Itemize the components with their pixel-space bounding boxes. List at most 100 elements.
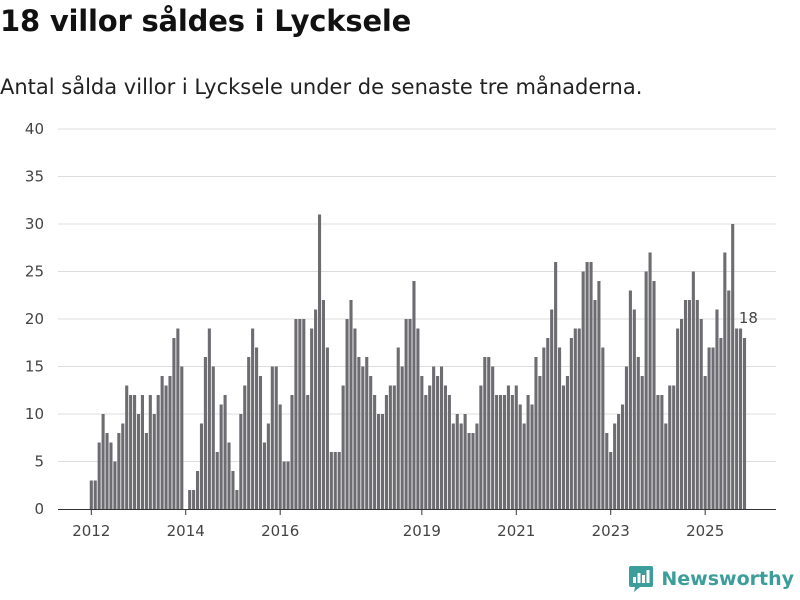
bar: [739, 328, 743, 509]
brand-name: Newsworthy: [661, 568, 794, 590]
bar: [680, 319, 684, 509]
bar: [136, 414, 141, 509]
bar: [467, 433, 471, 509]
bar: [620, 404, 625, 509]
bar: [152, 414, 156, 509]
bar: [510, 395, 514, 509]
bar: [723, 252, 727, 509]
bar: [652, 281, 656, 509]
bar: [329, 452, 333, 509]
bar: [278, 404, 282, 509]
bar: [207, 328, 211, 509]
bar: [270, 366, 274, 509]
bar: [148, 395, 152, 509]
bar: [573, 328, 577, 509]
bar: [475, 423, 479, 509]
bar: [593, 300, 597, 509]
bar: [644, 271, 648, 509]
bar: [286, 461, 290, 509]
bar: [585, 262, 589, 509]
bar: [609, 452, 613, 509]
bar: [558, 347, 562, 509]
bar: [565, 376, 569, 509]
chart-title: 18 villor såldes i Lycksele: [0, 4, 412, 38]
bar: [125, 385, 129, 509]
bar: [589, 262, 593, 509]
bar: [483, 357, 487, 509]
bar: [223, 395, 227, 509]
bar: [377, 414, 381, 509]
bar: [569, 338, 573, 509]
highlight-value-label: 18: [739, 309, 758, 327]
bar: [129, 395, 133, 509]
bar: [203, 357, 207, 509]
bar: [196, 471, 200, 509]
bar: [715, 309, 719, 509]
bar: [400, 366, 404, 509]
bar: [160, 376, 164, 509]
bar: [439, 366, 444, 509]
y-tick-label-35: 35: [25, 168, 44, 186]
bar: [664, 423, 668, 509]
bar: [144, 433, 148, 509]
bar: [498, 395, 503, 509]
bar: [628, 290, 632, 509]
bar: [180, 366, 184, 509]
bar: [239, 414, 243, 509]
bar: [117, 433, 121, 509]
bar: [176, 328, 180, 509]
bar: [93, 480, 97, 509]
bar: [357, 357, 361, 509]
bar: [105, 433, 109, 509]
bar: [243, 385, 247, 509]
bar: [298, 319, 302, 509]
bar: [109, 442, 113, 509]
bar: [369, 376, 373, 509]
bar: [101, 414, 105, 509]
bar: [168, 376, 172, 509]
bar: [526, 395, 530, 509]
bar: [290, 395, 294, 509]
bar: [561, 385, 566, 509]
bar: [294, 319, 298, 509]
x-tick-label-2019: 2019: [403, 522, 441, 540]
bar: [97, 442, 101, 509]
bar: [266, 423, 270, 509]
bar: [325, 347, 329, 509]
bar: [711, 347, 715, 509]
y-tick-label-40: 40: [25, 120, 44, 138]
bar: [699, 319, 703, 509]
bar: [384, 395, 388, 509]
bar: [420, 376, 424, 509]
y-tick-label-15: 15: [25, 358, 44, 376]
bar: [424, 395, 428, 509]
bar: [624, 366, 629, 509]
bar: [502, 395, 507, 509]
x-axis: 2012 2014 2016 2019 2021 2023 2025: [58, 509, 776, 540]
bar: [495, 395, 499, 509]
bar: [373, 395, 377, 509]
bar: [487, 357, 491, 509]
newsworthy-logo[interactable]: Newsworthy: [628, 564, 794, 594]
bar: [530, 404, 534, 509]
bar: [554, 262, 558, 509]
bar: [538, 376, 542, 509]
annotations: 18: [739, 309, 758, 327]
bar: [695, 300, 699, 509]
bar: [365, 357, 369, 509]
y-tick-label-20: 20: [25, 310, 44, 328]
bar: [428, 385, 432, 509]
bar: [219, 404, 223, 509]
bar: [408, 319, 412, 509]
bar: [258, 376, 263, 509]
bar: [432, 366, 436, 509]
bar: [546, 338, 550, 509]
bar: [451, 423, 455, 509]
bar: [172, 338, 176, 509]
bar: [550, 309, 554, 509]
bar: [601, 347, 605, 509]
bar: [613, 423, 617, 509]
bar: [211, 366, 215, 509]
x-tick-label-2012: 2012: [72, 522, 110, 540]
bar: [605, 433, 609, 509]
